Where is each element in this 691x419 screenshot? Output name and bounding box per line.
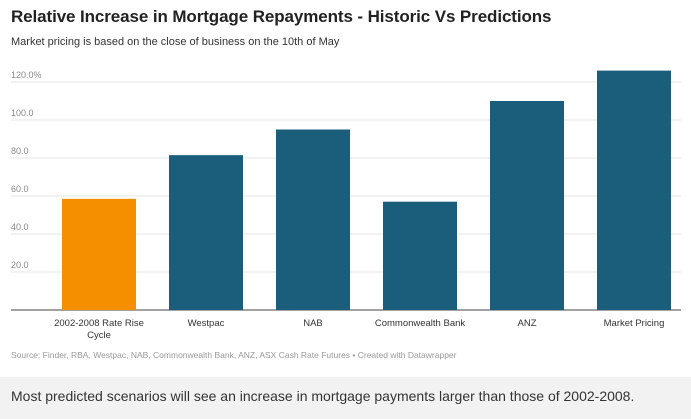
category-labels: 2002-2008 Rate Rise Cycle Westpac NAB Common… bbox=[54, 318, 664, 341]
bar bbox=[62, 198, 136, 310]
category-label: Commonwealth Bank bbox=[375, 318, 466, 329]
category-label: 2002-2008 Rate Rise Cycle bbox=[54, 318, 144, 341]
category-label: ANZ bbox=[518, 318, 537, 329]
bar bbox=[383, 201, 457, 310]
bar bbox=[276, 129, 350, 310]
y-tick-label: 60.0 bbox=[11, 184, 29, 194]
y-tick-label: 20.0 bbox=[11, 260, 29, 270]
bar bbox=[597, 70, 671, 310]
bar bbox=[169, 155, 243, 310]
y-tick-label: 100.0 bbox=[11, 108, 34, 118]
bar-chart: 20.0 40.0 60.0 80.0 100.0 120.0% 2002-2008 Ra… bbox=[11, 70, 681, 341]
bars bbox=[62, 70, 671, 310]
caption-bar: Most predicted scenarios will see an inc… bbox=[0, 377, 691, 419]
y-tick-label: 120.0% bbox=[11, 70, 42, 80]
bar bbox=[490, 101, 564, 310]
category-label: Market Pricing bbox=[604, 318, 665, 329]
image-caption: Most predicted scenarios will see an inc… bbox=[11, 388, 635, 404]
category-label: NAB bbox=[303, 318, 323, 329]
source-note: Source: Finder, RBA, Westpac, NAB, Commo… bbox=[11, 350, 457, 360]
category-label: Westpac bbox=[188, 318, 225, 329]
y-tick-label: 40.0 bbox=[11, 222, 29, 232]
chart-subtitle: Market pricing is based on the close of … bbox=[11, 36, 340, 48]
y-tick-label: 80.0 bbox=[11, 146, 29, 156]
chart-title: Relative Increase in Mortgage Repayments… bbox=[11, 7, 552, 26]
